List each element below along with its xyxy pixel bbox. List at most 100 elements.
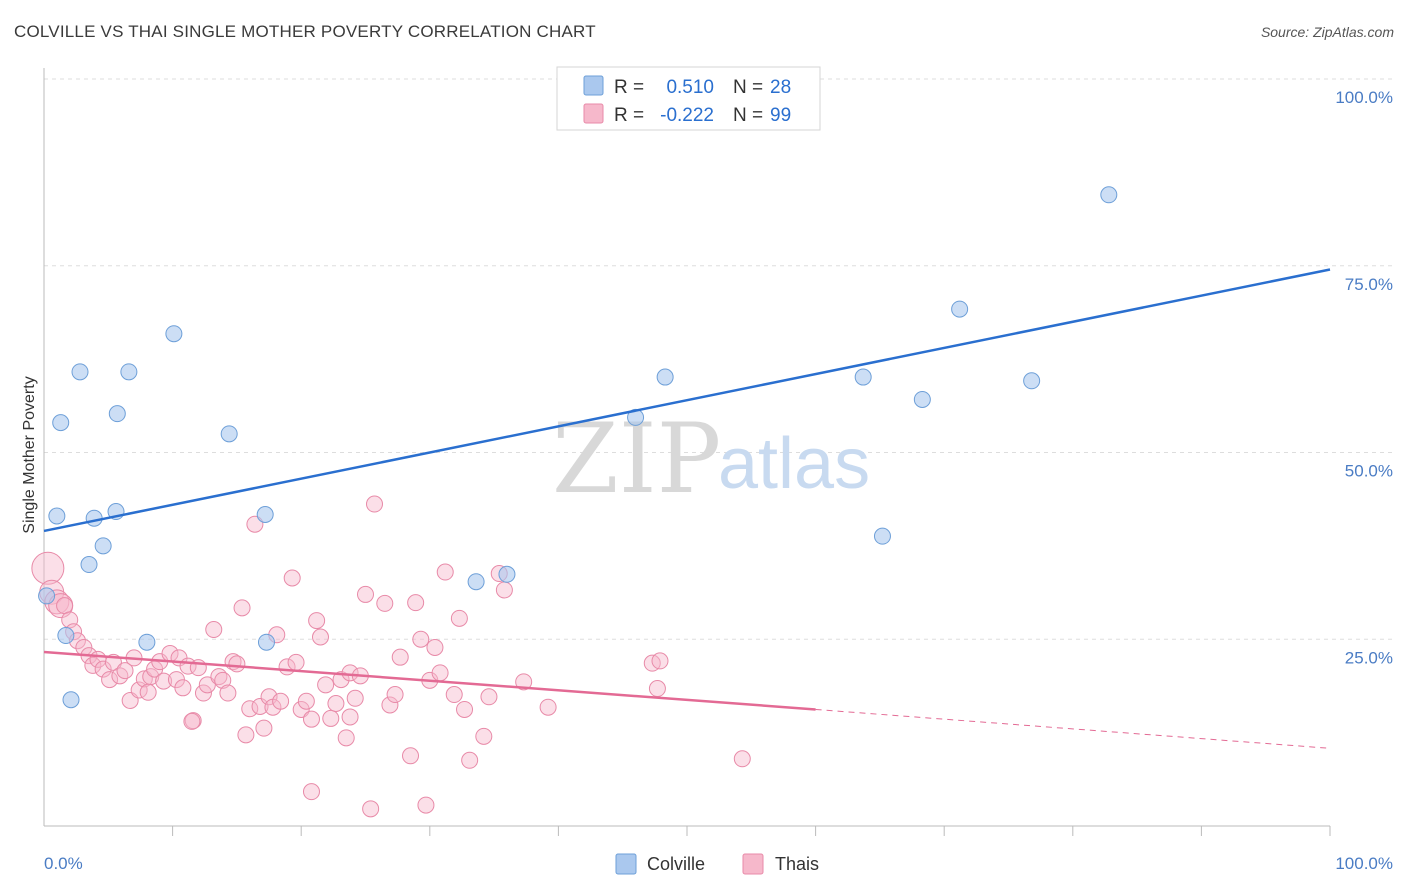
thais-series <box>31 495 751 818</box>
bottom-legend: Colville Thais <box>615 853 819 875</box>
thai-point <box>184 712 202 730</box>
colville-point <box>120 363 138 381</box>
thai-point <box>31 551 65 585</box>
legend-swatch-thais <box>583 103 604 124</box>
colville-point <box>62 691 80 709</box>
legend-n-label-thais: N = <box>733 105 763 126</box>
thai-point <box>341 664 359 682</box>
colville-point <box>80 556 98 574</box>
thai-point <box>515 673 533 691</box>
thai-point <box>733 750 751 768</box>
colville-point <box>38 587 56 605</box>
thai-point <box>366 495 384 513</box>
colville-point <box>52 414 70 432</box>
y-tick-label-50: 50.0% <box>1345 462 1393 481</box>
gridlines <box>44 78 1394 640</box>
thai-point <box>198 676 216 694</box>
thai-point <box>214 671 232 689</box>
thai-point <box>376 594 394 612</box>
colville-point <box>71 363 89 381</box>
legend-n-value-thais: 99 <box>770 105 791 126</box>
y-tick-label-100: 100.0% <box>1335 88 1393 107</box>
thai-point <box>407 594 425 612</box>
bottom-legend-colville: Colville <box>647 854 705 874</box>
colville-point <box>57 627 75 645</box>
thai-point <box>219 684 237 702</box>
colville-point <box>220 425 238 443</box>
chart-title: COLVILLE VS THAI SINGLE MOTHER POVERTY C… <box>14 22 596 41</box>
y-axis-label: Single Mother Poverty <box>21 376 38 533</box>
colville-point <box>1023 372 1041 390</box>
thai-point <box>648 680 666 698</box>
colville-point <box>854 368 872 386</box>
thai-point <box>255 719 273 737</box>
thai-point <box>362 800 380 818</box>
bottom-legend-swatch-colville <box>615 853 637 875</box>
thai-point <box>311 628 329 646</box>
thai-point <box>241 700 259 718</box>
colville-point <box>913 390 931 408</box>
thai-point <box>495 581 513 599</box>
thai-point <box>139 683 157 701</box>
thai-point <box>183 712 201 730</box>
thai-point <box>302 783 320 801</box>
bottom-legend-swatch-thais <box>742 853 764 875</box>
y-tick-labels: 25.0% 50.0% 75.0% 100.0% <box>1335 88 1393 667</box>
colville-point <box>48 507 66 525</box>
thai-point <box>461 751 479 769</box>
thai-point <box>480 688 498 706</box>
thai-point <box>317 676 335 694</box>
y-tick-label-75: 75.0% <box>1345 275 1393 294</box>
thai-point <box>456 700 474 718</box>
legend-r-value-colville: 0.510 <box>666 77 714 98</box>
legend-r-value-thais: -0.222 <box>660 105 714 126</box>
x-tick-label-min: 0.0% <box>44 854 83 873</box>
thai-point <box>412 630 430 648</box>
thai-point <box>327 694 345 712</box>
y-tick-label-25: 25.0% <box>1345 648 1393 667</box>
thai-point <box>381 696 399 714</box>
thai-point <box>101 671 119 689</box>
colville-point <box>627 408 645 426</box>
colville-point <box>94 537 112 555</box>
colville-point <box>1100 186 1118 204</box>
thai-point <box>174 679 192 697</box>
legend: R = 0.510 N = 28 R = -0.222 N = 99 <box>556 66 821 131</box>
thai-point <box>386 686 404 704</box>
thai-point <box>287 653 305 671</box>
thai-point <box>341 708 359 726</box>
thai-trend-line <box>43 650 816 711</box>
thai-point <box>391 648 409 666</box>
thai-point <box>322 709 340 727</box>
thai-point <box>205 621 223 639</box>
source-label: Source: ZipAtlas.com <box>1260 24 1394 40</box>
thai-point <box>233 599 251 617</box>
watermark-atlas: atlas <box>718 424 870 504</box>
colville-trend-line <box>43 268 1331 533</box>
colville-point <box>256 506 274 524</box>
thai-point <box>417 796 435 814</box>
thai-point <box>475 727 493 745</box>
legend-r-label-colville: R = <box>614 77 644 98</box>
legend-n-value-colville: 28 <box>770 77 791 98</box>
thai-point <box>155 672 173 690</box>
thai-point <box>111 667 129 685</box>
thai-point <box>651 652 669 670</box>
thai-trend-line-extension <box>815 708 1331 749</box>
thai-point <box>116 662 134 680</box>
thai-point <box>426 638 444 656</box>
legend-r-label-thais: R = <box>614 105 644 126</box>
colville-point <box>165 325 183 343</box>
thai-point <box>436 563 454 581</box>
thai-point <box>346 689 364 707</box>
thai-point <box>283 569 301 587</box>
thai-point <box>402 747 420 765</box>
thai-point <box>237 726 255 744</box>
thai-point <box>337 729 355 747</box>
x-axis-ticks <box>172 826 1331 836</box>
colville-point <box>108 405 126 423</box>
thai-point <box>302 710 320 728</box>
thai-point <box>357 585 374 603</box>
colville-point <box>257 633 275 651</box>
